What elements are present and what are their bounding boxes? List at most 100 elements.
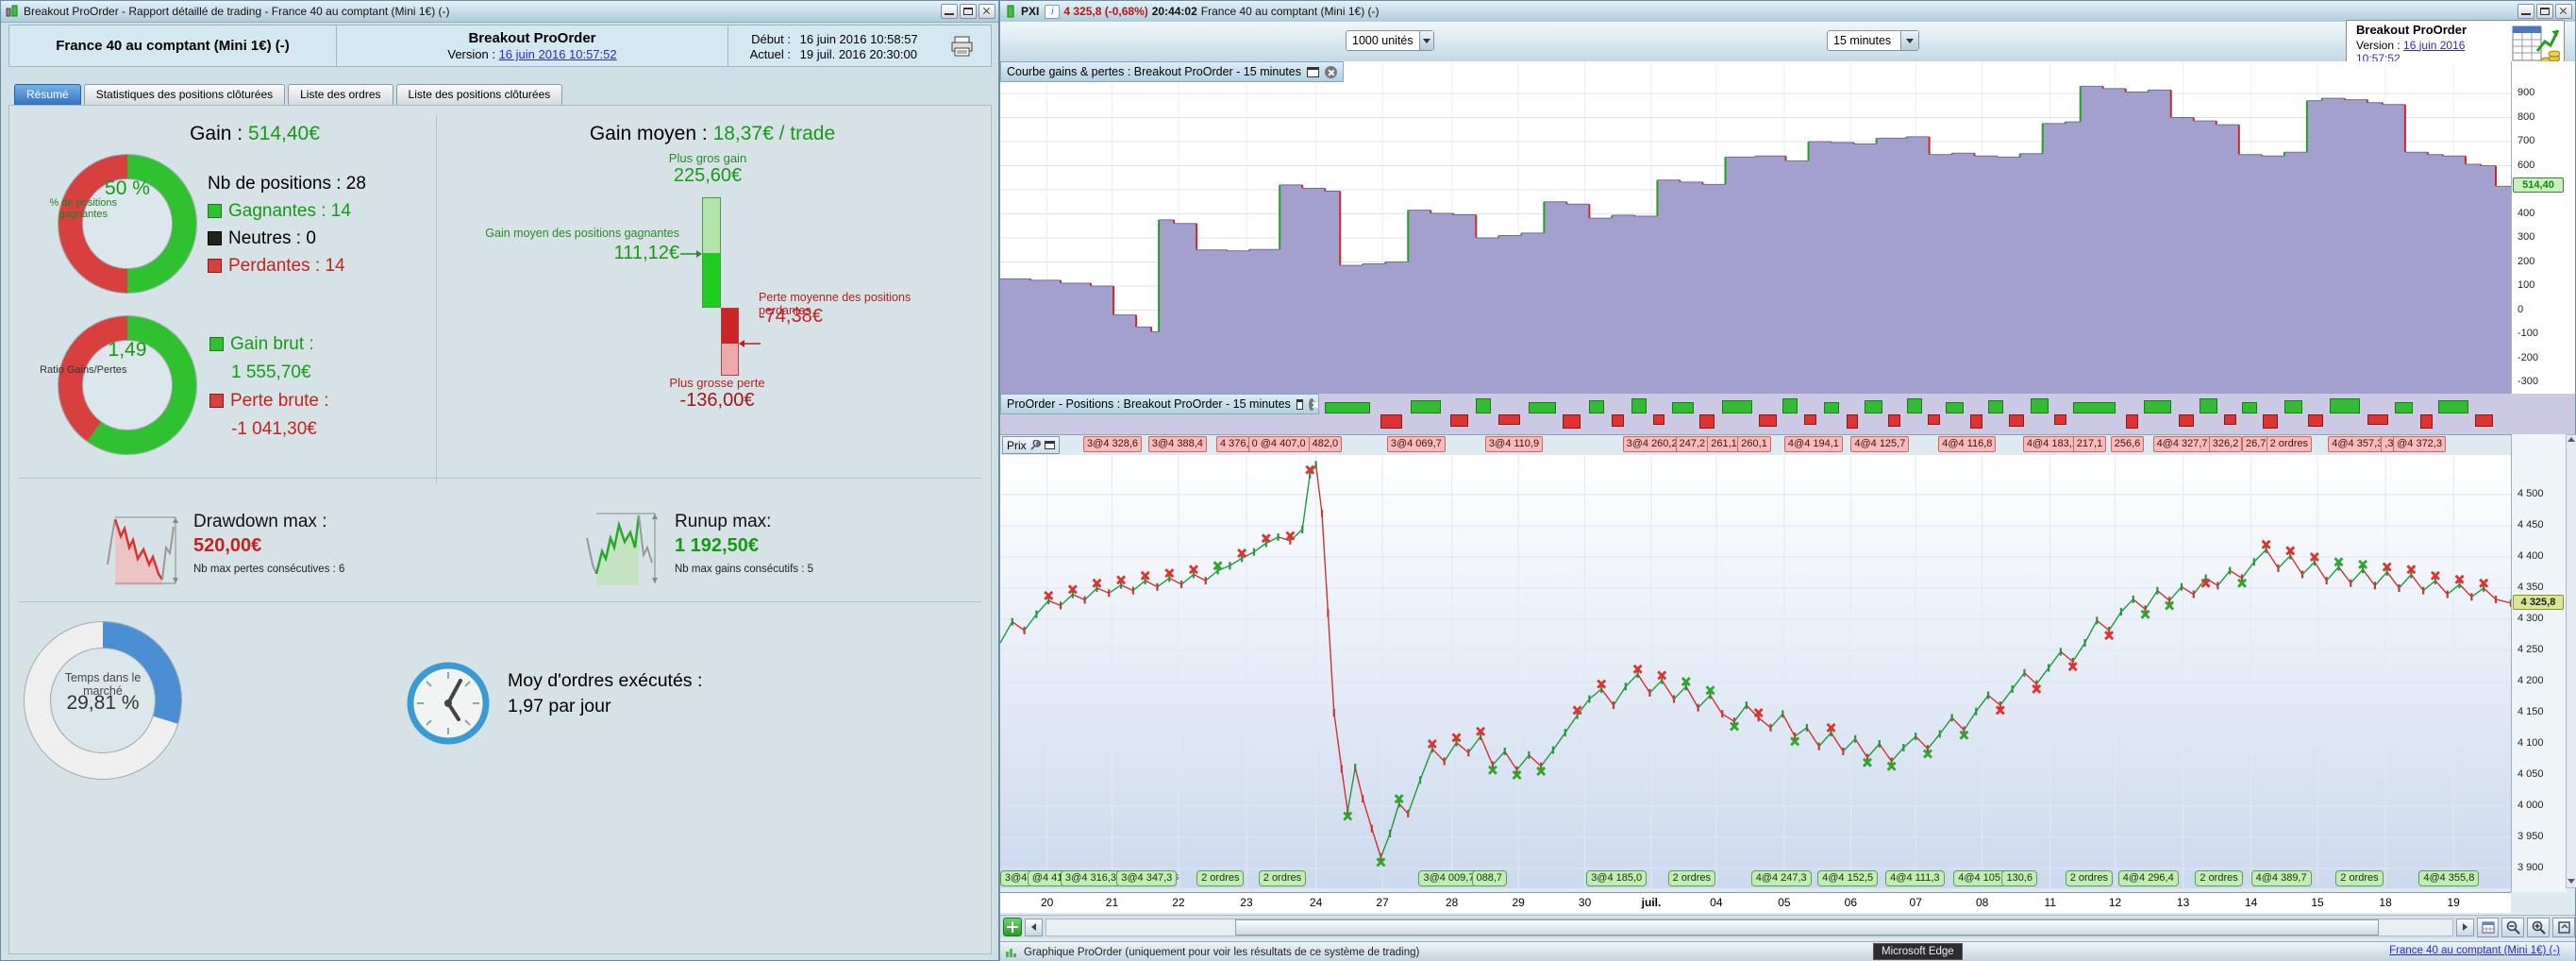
position-bar: [1411, 400, 1442, 413]
positions-histogram: [1000, 394, 2511, 434]
trade-label-chip: 3@4 328,6: [1083, 436, 1143, 452]
trade-label-chip: 3@4 069,7: [1386, 436, 1446, 452]
wrench-icon[interactable]: [1030, 440, 1041, 450]
order-label-chip: 3@4 347,3: [1116, 870, 1178, 886]
position-bar: [1699, 414, 1715, 429]
trade-label-chip: 3@4 260,2: [1622, 436, 1681, 452]
separator: [19, 478, 981, 479]
date-tick-label: 19: [2447, 896, 2460, 909]
add-button[interactable]: [1003, 918, 1022, 936]
trade-label-chip: 3@4 110,9: [1484, 436, 1544, 452]
biggest-gain-value: 225,60€: [673, 165, 743, 186]
fit-screen-icon[interactable]: [2552, 917, 2575, 937]
price-series-chip[interactable]: Prix: [1002, 436, 1060, 454]
scroll-left-button[interactable]: [1024, 918, 1043, 936]
restore-panel-icon[interactable]: [1306, 66, 1319, 77]
date-tick-label: 30: [1578, 896, 1592, 909]
win-percent-donut: % de positions gagnantes 50 %: [49, 155, 196, 293]
trade-label-chip: 4@4 183,1: [2022, 436, 2082, 452]
position-bar: [1380, 414, 1402, 429]
last-quote: 4 325,8 (-0,68%): [1063, 5, 1148, 18]
equity-curve-plot[interactable]: [1000, 61, 2511, 394]
close-panel-icon[interactable]: [1308, 397, 1314, 411]
candlestick-icon: [6, 5, 18, 17]
start-value: 16 juin 2016 10:58:57: [799, 31, 918, 46]
zoom-in-icon[interactable]: [2527, 917, 2551, 937]
close-button[interactable]: [2555, 4, 2572, 19]
scroll-up-icon[interactable]: [2568, 437, 2575, 442]
instrument-cell: France 40 au comptant (Mini 1€) (-): [9, 25, 337, 66]
scroll-down-icon[interactable]: [2568, 879, 2575, 884]
avg-win-arrow-icon: [680, 250, 702, 258]
trade-label-chip: 4 376,0: [1215, 436, 1259, 452]
minimize-button[interactable]: [941, 4, 958, 19]
gross-loss-value: -1 041,30€: [231, 419, 317, 439]
order-label-chip: 2 ordres: [2065, 870, 2114, 886]
trade-label-chip: 247,2: [1675, 436, 1710, 452]
tab-liste-ordres[interactable]: Liste des ordres: [288, 84, 393, 106]
position-bar: [2178, 414, 2194, 427]
candlestick-icon: [1007, 5, 1014, 18]
tab-resume[interactable]: Résumé: [14, 84, 81, 106]
gain-label: Gain :: [190, 123, 243, 144]
system-overlay-box: Breakout ProOrder Version : 16 juin 2016…: [2346, 20, 2565, 67]
scroll-right-button[interactable]: [2455, 918, 2474, 936]
zoom-out-icon[interactable]: [2501, 917, 2525, 937]
chart-instrument: France 40 au comptant (Mini 1€) (-): [1200, 5, 1380, 18]
tab-liste-positions[interactable]: Liste des positions clôturées: [395, 84, 563, 106]
maximize-button[interactable]: [960, 4, 977, 19]
timeframe-dropdown[interactable]: 15 minutes: [1827, 30, 1919, 51]
chevron-down-icon[interactable]: [1900, 31, 1918, 50]
axis-tick-label: 600: [2517, 159, 2535, 171]
vertical-scrollbar[interactable]: [2566, 434, 2576, 888]
order-label-chip: 2 ordres: [2335, 870, 2384, 886]
date-tick-label: 08: [1975, 896, 1989, 909]
position-bar: [1782, 398, 1798, 413]
instrument-name: France 40 au comptant (Mini 1€) (-): [56, 38, 290, 54]
restore-panel-icon[interactable]: [1296, 398, 1303, 410]
close-button[interactable]: [979, 4, 995, 19]
minimize-button[interactable]: [2517, 4, 2534, 19]
axis-tick-label: 900: [2517, 87, 2535, 98]
system-cell: Breakout ProOrder Version : 16 juin 2016…: [337, 25, 728, 66]
gain-loss-ratio-donut: Ratio Gains/Pertes 1,49: [40, 316, 196, 454]
time-in-market-gauge: Temps dans le marché 29,81 %: [25, 622, 181, 779]
report-header: France 40 au comptant (Mini 1€) (-) Brea…: [8, 25, 992, 67]
trade-label-chip: 217,1: [2072, 436, 2107, 452]
position-bar: [1589, 400, 1605, 413]
version-link[interactable]: 16 juin 2016 10:57:52: [498, 47, 617, 61]
gain-distribution-bar: [702, 197, 721, 308]
calendar-icon[interactable]: [2476, 917, 2500, 937]
neutral-legend-swatch: [208, 231, 222, 245]
trade-label-chip: 256,6: [2110, 436, 2145, 452]
axis-tick-label: 3 950: [2517, 831, 2544, 842]
current-label: Actuel :: [749, 46, 791, 61]
axis-tick-label: 100: [2517, 279, 2535, 291]
order-label-chip: 4@4 389,7: [2250, 870, 2312, 886]
position-bar: [1631, 398, 1648, 413]
chevron-down-icon[interactable]: [1418, 31, 1433, 50]
maximize-button[interactable]: [2536, 4, 2553, 19]
report-window-titlebar: Breakout ProOrder - Rapport détaillé de …: [1, 1, 998, 23]
tab-statistiques[interactable]: Statistiques des positions clôturées: [83, 84, 286, 106]
instrument-link[interactable]: France 40 au comptant (Mini 1€) (-): [2389, 945, 2560, 956]
scrollbar-thumb[interactable]: [1234, 919, 2379, 936]
restore-panel-icon[interactable]: [1044, 441, 1055, 449]
position-bar: [1946, 402, 1965, 413]
print-icon[interactable]: [949, 35, 976, 58]
info-icon[interactable]: i: [1045, 4, 1061, 19]
trade-label-chip: 4@4 327,7: [2152, 436, 2212, 452]
axis-tick-label: 700: [2517, 135, 2535, 146]
close-panel-icon[interactable]: [1324, 65, 1337, 78]
position-bar: [1823, 402, 1839, 413]
price-y-axis: 4 500 4 450 4 400 4 350 4 300 4 250 4 200 4 150…: [2511, 434, 2567, 892]
units-dropdown[interactable]: 1000 unités: [1346, 30, 1434, 51]
position-bar: [1722, 400, 1753, 413]
trade-label-chip: 261,1: [1707, 436, 1741, 452]
clock-icon: [407, 662, 490, 745]
report-shortcut-icon[interactable]: [2511, 23, 2560, 64]
price-chart-plot[interactable]: [1000, 455, 2511, 888]
average-gain-value: 18,37€ / trade: [712, 123, 836, 144]
scrollbar-track[interactable]: [1045, 918, 2453, 936]
date-tick-label: 12: [2108, 896, 2122, 909]
